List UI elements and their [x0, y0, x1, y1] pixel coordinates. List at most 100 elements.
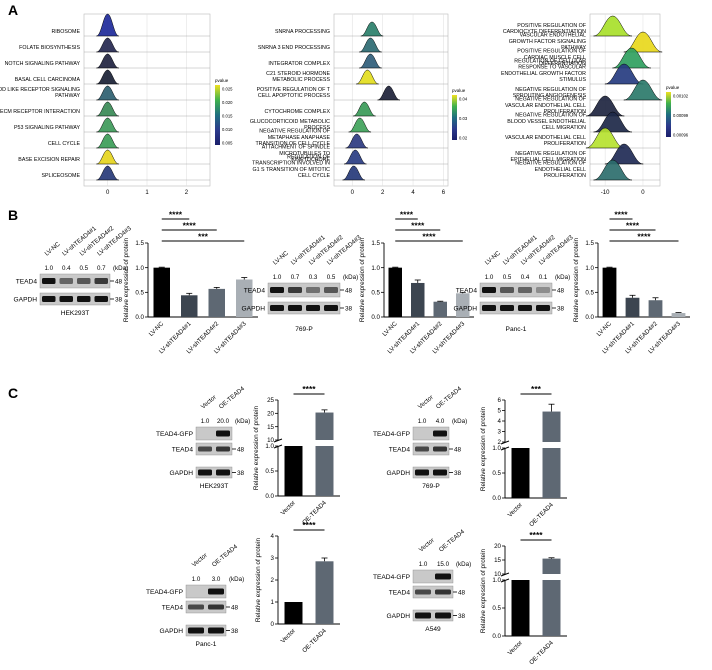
legend-tick-label: 0.015: [222, 114, 233, 119]
blot-band: [198, 469, 212, 476]
ridge-x-tick-label: 6: [442, 190, 446, 196]
cell-line-label: 769-P: [295, 326, 313, 333]
ridge-term-label: SNRNA PROCESSING: [275, 29, 330, 35]
y-tick-label: 1: [271, 599, 275, 606]
blot-row-label: GAPDH: [170, 470, 194, 477]
bar: [388, 267, 402, 317]
y-tick-label: 5: [498, 408, 502, 415]
blot-band: [306, 287, 320, 293]
blot-band: [94, 296, 108, 302]
ridge-density-peak: [593, 159, 632, 181]
ridge-term-label: CELL CYCLE: [48, 141, 81, 147]
density-value: 0.7: [291, 274, 300, 281]
blot-band: [324, 287, 338, 293]
blot-band: [500, 287, 514, 293]
y-tick-label: 10: [494, 571, 501, 578]
kda-label: (kDa): [555, 274, 570, 281]
blot-row-label: TEAD4: [162, 605, 184, 612]
ridge-density-peak: [356, 69, 379, 85]
y-tick-label: 3: [271, 555, 275, 562]
lane-label: LV-NC: [484, 249, 503, 266]
ridge-density-peak: [604, 63, 644, 85]
ridge-term-label: NOTCH SIGNALING PATHWAY: [5, 61, 81, 67]
blot-row-label: TEAD4-GFP: [373, 574, 411, 581]
y-tick-label: 20: [494, 543, 501, 550]
x-category-label: OE-TEAD4: [528, 501, 555, 528]
lane-label: OE-TEAD4: [435, 385, 464, 411]
blot-band: [208, 588, 224, 595]
y-tick-label: 6: [498, 397, 502, 404]
y-tick-label: 1.0: [265, 443, 274, 450]
x-category-label: Vector: [507, 639, 524, 656]
ridge-density-peak: [377, 85, 400, 101]
marker-label: 38: [458, 613, 466, 620]
y-axis-title: Relative expression of protein: [480, 406, 487, 491]
marker-label: 38: [237, 470, 245, 477]
x-category-label: Vector: [507, 501, 524, 518]
axis-break-mark: [500, 572, 510, 577]
ridge-term-label: NOD LIKE RECEPTOR SIGNALING PATHWAY: [0, 87, 80, 99]
bar: [625, 297, 640, 317]
y-axis-title: Relative expression of protein: [359, 237, 366, 322]
ridge-term-label: REGULATION OF CELLULAR RESPONSE TO VASCUL…: [501, 58, 587, 83]
y-tick-label: 0.0: [265, 493, 274, 500]
legend-tick-label: 0.02: [459, 136, 468, 141]
legend-tick-label: 0.03: [459, 116, 468, 121]
blot-band: [536, 287, 550, 293]
ridge-term-label: BASE EXCISION REPAIR: [18, 157, 80, 163]
y-tick-label: 1.0: [585, 265, 594, 272]
ridge-density-peak: [342, 165, 366, 181]
ridge-density-peak: [623, 31, 663, 53]
marker-label: 38: [345, 306, 353, 313]
significance-stars: ****: [529, 530, 543, 540]
significance-stars: ****: [626, 221, 640, 231]
blot-row-label: GAPDH: [454, 306, 478, 313]
y-tick-label: 3: [498, 429, 502, 436]
y-tick-label: 0.0: [371, 314, 380, 321]
ridge-density-peak: [345, 133, 369, 149]
x-category-label: OE-TEAD4: [528, 639, 555, 666]
blot-band: [435, 589, 451, 595]
density-value: 1.0: [44, 265, 53, 272]
kda-label: (kDa): [229, 576, 244, 583]
ridge-term-label: INTEGRATOR COMPLEX: [268, 61, 330, 67]
blot-band: [288, 305, 302, 311]
ridge-term-label: P53 SIGNALING PATHWAY: [14, 125, 80, 131]
ridge-density-peak: [360, 21, 384, 37]
marker-label: 48: [345, 288, 353, 295]
legend-tick-label: 0.025: [222, 87, 233, 92]
density-value: 0.4: [62, 265, 71, 272]
y-tick-label: 1.0: [492, 445, 501, 452]
y-tick-label: 2: [271, 577, 275, 584]
ridge-term-label: VASCULAR ENDOTHELIAL GROWTH FACTOR SIGNAL…: [509, 33, 587, 51]
blot-row-label: GAPDH: [387, 470, 411, 477]
marker-label: 48: [454, 447, 462, 454]
legend-tick-label: 0.020: [222, 100, 233, 105]
lane-label: LV-NC: [272, 249, 291, 266]
kda-label: (kDa): [343, 274, 358, 281]
axis-break-mark: [500, 446, 510, 451]
blot-membrane: [412, 569, 454, 584]
lane-label: OE-TEAD4: [218, 385, 247, 411]
bar: [411, 282, 425, 317]
y-tick-label: 0: [271, 621, 275, 628]
bar: [208, 288, 225, 317]
ridge-x-tick-label: -10: [601, 190, 610, 196]
blot-band: [42, 278, 56, 284]
ridge-term-label: RIBOSOME: [51, 29, 80, 35]
blot-band: [94, 278, 108, 284]
ridge-term-label: GLUCOCORTICOID METABOLIC PROCESS: [250, 119, 331, 131]
y-tick-label: 0.5: [585, 290, 594, 297]
blot-band: [216, 469, 230, 476]
lane-label: OE-TEAD4: [438, 528, 467, 554]
ridge-term-label: SPLICEOSOME: [41, 173, 80, 179]
density-value: 1.0: [418, 418, 427, 425]
density-value: 3.0: [212, 576, 221, 583]
bar: [542, 448, 561, 498]
legend-color-bar: [452, 95, 457, 140]
y-tick-label: 25: [267, 397, 274, 404]
significance-stars: ****: [422, 232, 436, 242]
significance-stars: ***: [198, 232, 209, 242]
ridge-term-label: ATTACHMENT OF SPINDLE MICROTUBULES TO KINE…: [262, 145, 331, 163]
density-value: 1.0: [419, 561, 428, 568]
